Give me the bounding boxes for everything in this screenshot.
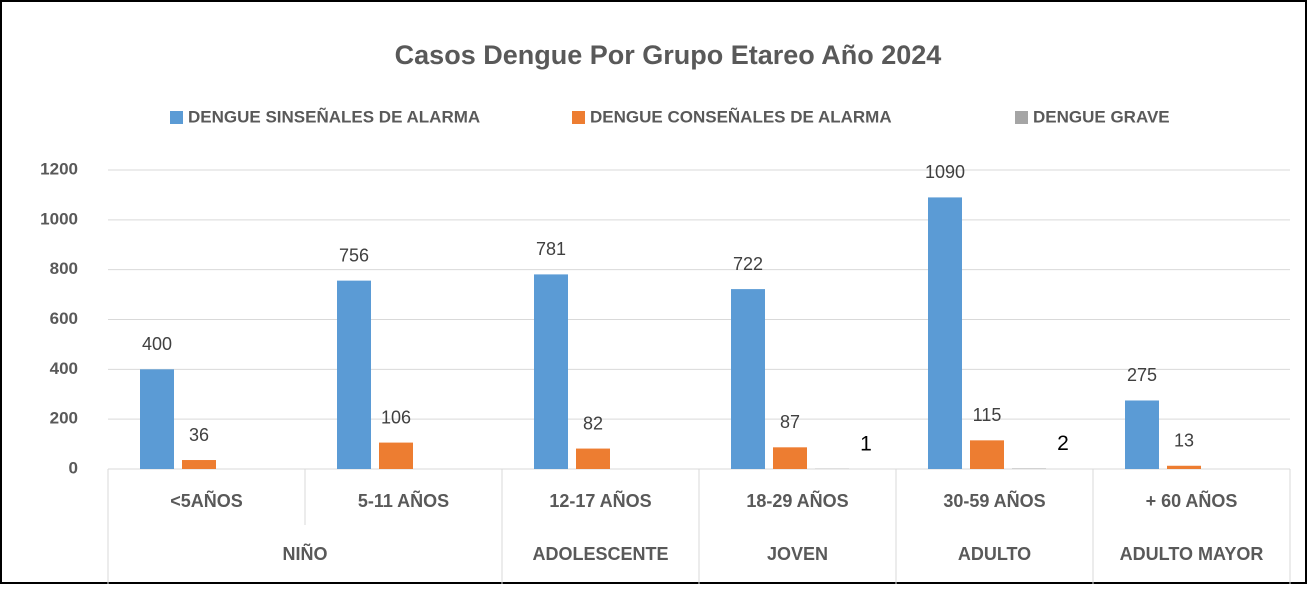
bar [337, 281, 371, 469]
group-label: ADULTO [958, 544, 1031, 564]
group-label: JOVEN [767, 544, 828, 564]
bar [970, 440, 1004, 469]
y-tick-label: 0 [69, 458, 78, 477]
data-label: 82 [583, 413, 603, 433]
data-label: 2 [1057, 432, 1069, 455]
data-label: 781 [536, 239, 566, 259]
data-label: 115 [973, 405, 1002, 425]
x-tick-label: <5AÑOS [170, 490, 243, 511]
x-tick-label: 18-29 AÑOS [746, 490, 848, 511]
y-tick-label: 1000 [40, 209, 78, 228]
bar [731, 289, 765, 469]
bar [576, 449, 610, 469]
group-label: ADULTO MAYOR [1120, 544, 1264, 564]
x-tick-label: 30-59 AÑOS [943, 490, 1045, 511]
bar [1125, 400, 1159, 469]
bar [534, 274, 568, 469]
bar [928, 197, 962, 469]
legend-swatch [572, 111, 585, 124]
bar [379, 443, 413, 469]
group-label: ADOLESCENTE [532, 544, 668, 564]
data-label: 400 [142, 334, 172, 354]
bar [140, 369, 174, 469]
legend-label: DENGUE SINSEÑALES DE ALARMA [188, 106, 480, 126]
y-tick-label: 1200 [40, 159, 78, 178]
y-tick-label: 400 [50, 359, 78, 378]
data-label: 13 [1174, 431, 1194, 451]
x-tick-label: 5-11 AÑOS [358, 490, 449, 511]
data-label: 87 [780, 412, 800, 432]
data-label: 275 [1127, 365, 1157, 385]
bar [1167, 466, 1201, 469]
y-tick-label: 800 [50, 259, 78, 278]
x-tick-label: + 60 AÑOS [1146, 490, 1238, 511]
legend-swatch [170, 111, 183, 124]
y-tick-label: 600 [50, 309, 78, 328]
data-label: 36 [189, 425, 209, 445]
bar [182, 460, 216, 469]
bar [773, 447, 807, 469]
data-label: 106 [381, 407, 411, 427]
x-tick-label: 12-17 AÑOS [549, 490, 651, 511]
group-label: NIÑO [283, 543, 328, 564]
legend-label: DENGUE GRAVE [1033, 107, 1170, 126]
data-label: 722 [733, 254, 763, 274]
data-label: 1 [860, 432, 872, 455]
data-label: 1090 [925, 162, 965, 182]
legend-swatch [1015, 111, 1028, 124]
data-label: 756 [339, 245, 369, 265]
legend-label: DENGUE CONSEÑALES DE ALARMA [590, 106, 892, 126]
chart-title: Casos Dengue Por Grupo Etareo Año 2024 [395, 40, 942, 70]
y-tick-label: 200 [50, 409, 78, 428]
